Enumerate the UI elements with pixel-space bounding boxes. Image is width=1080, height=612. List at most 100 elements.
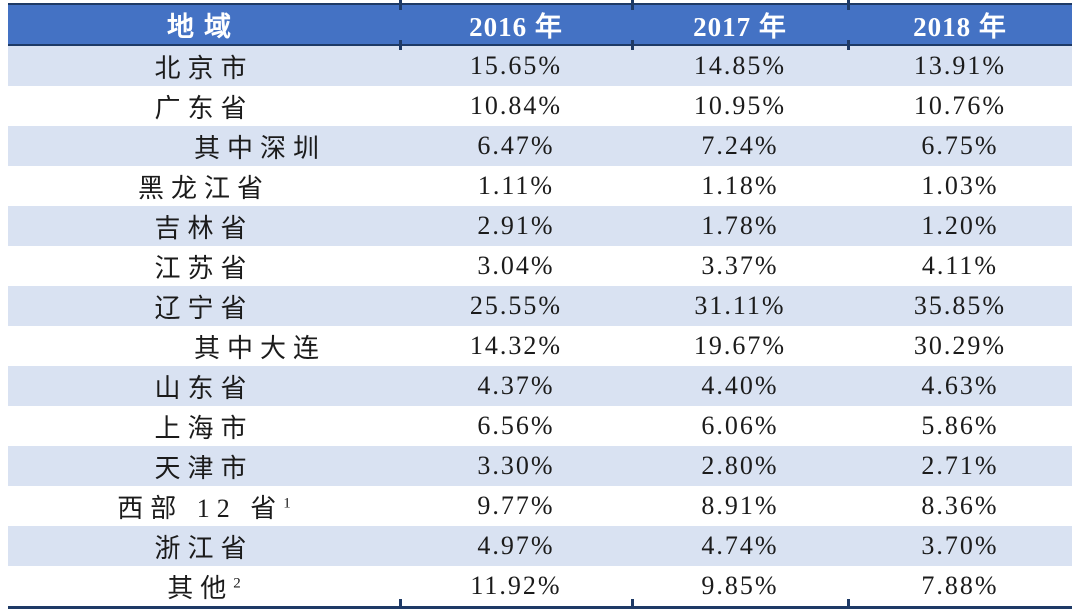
table-row: 西部 12 省1 9.77% 8.91% 8.36% xyxy=(8,486,1072,526)
cell-region: 广东省 xyxy=(8,86,400,126)
region-label: 其中大连 xyxy=(193,333,326,363)
cell-value: 6.75% xyxy=(848,126,1072,166)
region-distribution-table-wrap: 地域 2016 年 2017 年 2018 年 北京市 15.65% 14.85… xyxy=(8,0,1072,609)
cell-region: 上海市 xyxy=(8,406,400,446)
table-row: 黑龙江省 1.11% 1.18% 1.03% xyxy=(8,166,1072,206)
column-tick-mark xyxy=(631,599,634,609)
cell-value: 8.91% xyxy=(632,486,848,526)
cell-value: 9.85% xyxy=(632,566,848,609)
cell-value: 10.84% xyxy=(400,86,632,126)
region-label: 浙江省 xyxy=(154,533,254,563)
cell-value: 3.70% xyxy=(848,526,1072,566)
cell-value: 2.91% xyxy=(400,206,632,246)
cell-value: 1.03% xyxy=(848,166,1072,206)
table-row: 江苏省 3.04% 3.37% 4.11% xyxy=(8,246,1072,286)
region-label: 广东省 xyxy=(154,93,254,123)
table-row: 其中大连 14.32% 19.67% 30.29% xyxy=(8,326,1072,366)
footnote-superscript: 2 xyxy=(233,574,241,591)
region-distribution-table: 地域 2016 年 2017 年 2018 年 北京市 15.65% 14.85… xyxy=(8,3,1072,609)
cell-region: 天津市 xyxy=(8,446,400,486)
column-header-2016: 2016 年 xyxy=(400,3,632,46)
cell-value: 4.63% xyxy=(848,366,1072,406)
cell-value: 1.11% xyxy=(400,166,632,206)
cell-value: 4.11% xyxy=(848,246,1072,286)
cell-value: 3.37% xyxy=(632,246,848,286)
table-row: 广东省 10.84% 10.95% 10.76% xyxy=(8,86,1072,126)
column-header-region: 地域 xyxy=(8,3,400,46)
footnote-superscript: 1 xyxy=(283,494,291,511)
cell-value: 11.92% xyxy=(400,566,632,609)
table-row: 北京市 15.65% 14.85% 13.91% xyxy=(8,45,1072,86)
cell-value: 6.56% xyxy=(400,406,632,446)
cell-value: 3.04% xyxy=(400,246,632,286)
column-tick-mark xyxy=(631,0,634,10)
cell-value: 10.76% xyxy=(848,86,1072,126)
region-label: 其中深圳 xyxy=(193,133,326,163)
cell-value: 15.65% xyxy=(400,45,632,86)
cell-value: 13.91% xyxy=(848,45,1072,86)
cell-region: 辽宁省 xyxy=(8,286,400,326)
cell-value: 14.32% xyxy=(400,326,632,366)
cell-value: 6.47% xyxy=(400,126,632,166)
cell-value: 10.95% xyxy=(632,86,848,126)
cell-region: 山东省 xyxy=(8,366,400,406)
column-tick-mark xyxy=(399,40,402,50)
cell-value: 5.86% xyxy=(848,406,1072,446)
cell-value: 4.74% xyxy=(632,526,848,566)
cell-value: 35.85% xyxy=(848,286,1072,326)
column-tick-mark xyxy=(847,40,850,50)
region-label: 吉林省 xyxy=(154,213,254,243)
cell-region: 西部 12 省1 xyxy=(8,486,400,526)
cell-region: 黑龙江省 xyxy=(8,166,400,206)
cell-value: 14.85% xyxy=(632,45,848,86)
cell-region: 吉林省 xyxy=(8,206,400,246)
column-tick-mark xyxy=(847,599,850,609)
cell-value: 7.24% xyxy=(632,126,848,166)
cell-region: 江苏省 xyxy=(8,246,400,286)
cell-value: 3.30% xyxy=(400,446,632,486)
cell-region-sub: 其中大连 xyxy=(8,326,400,366)
cell-value: 30.29% xyxy=(848,326,1072,366)
cell-value: 1.18% xyxy=(632,166,848,206)
region-label: 天津市 xyxy=(154,453,254,483)
cell-value: 4.40% xyxy=(632,366,848,406)
table-row: 天津市 3.30% 2.80% 2.71% xyxy=(8,446,1072,486)
region-label: 北京市 xyxy=(154,53,254,83)
cell-region: 北京市 xyxy=(8,45,400,86)
column-tick-mark xyxy=(631,40,634,50)
region-label: 山东省 xyxy=(154,373,254,403)
cell-value: 2.80% xyxy=(632,446,848,486)
cell-value: 25.55% xyxy=(400,286,632,326)
region-label: 黑龙江省 xyxy=(137,173,270,203)
cell-value: 8.36% xyxy=(848,486,1072,526)
cell-region-sub: 其中深圳 xyxy=(8,126,400,166)
table-row: 吉林省 2.91% 1.78% 1.20% xyxy=(8,206,1072,246)
region-label: 上海市 xyxy=(154,413,254,443)
cell-value: 7.88% xyxy=(848,566,1072,609)
table-row: 其中深圳 6.47% 7.24% 6.75% xyxy=(8,126,1072,166)
cell-value: 1.20% xyxy=(848,206,1072,246)
cell-region: 浙江省 xyxy=(8,526,400,566)
cell-value: 4.97% xyxy=(400,526,632,566)
cell-value: 4.37% xyxy=(400,366,632,406)
column-header-2018: 2018 年 xyxy=(848,3,1072,46)
table-row: 其他2 11.92% 9.85% 7.88% xyxy=(8,566,1072,609)
cell-value: 9.77% xyxy=(400,486,632,526)
cell-value: 1.78% xyxy=(632,206,848,246)
cell-value: 2.71% xyxy=(848,446,1072,486)
cell-value: 6.06% xyxy=(632,406,848,446)
table-row: 辽宁省 25.55% 31.11% 35.85% xyxy=(8,286,1072,326)
table-row: 浙江省 4.97% 4.74% 3.70% xyxy=(8,526,1072,566)
table-row: 山东省 4.37% 4.40% 4.63% xyxy=(8,366,1072,406)
cell-value: 31.11% xyxy=(632,286,848,326)
region-label: 江苏省 xyxy=(154,253,254,283)
column-header-2017: 2017 年 xyxy=(632,3,848,46)
cell-value: 19.67% xyxy=(632,326,848,366)
column-tick-mark xyxy=(847,0,850,10)
cell-region: 其他2 xyxy=(8,566,400,609)
header-row: 地域 2016 年 2017 年 2018 年 xyxy=(8,3,1072,46)
column-tick-mark xyxy=(399,0,402,10)
region-label: 其他 xyxy=(167,573,234,603)
region-label: 西部 12 省 xyxy=(117,493,284,523)
column-tick-mark xyxy=(399,599,402,609)
